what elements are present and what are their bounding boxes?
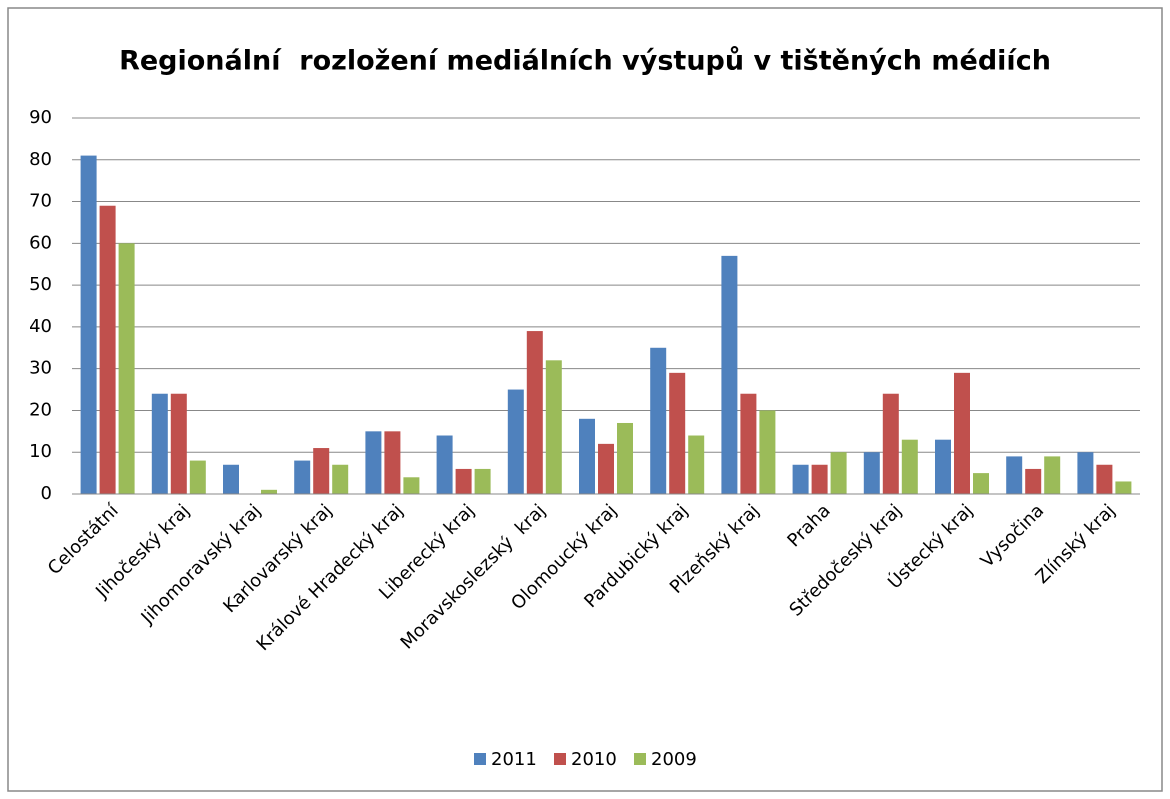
bar xyxy=(436,435,453,494)
bar xyxy=(688,435,705,494)
bar xyxy=(973,473,989,494)
y-tick-label: 80 xyxy=(29,149,52,170)
bar xyxy=(294,460,311,494)
bar xyxy=(650,347,667,494)
bar xyxy=(384,431,401,494)
bar xyxy=(882,393,899,494)
bar xyxy=(954,372,970,494)
bar xyxy=(474,468,491,494)
y-tick-label: 20 xyxy=(29,399,52,420)
bar xyxy=(759,410,776,494)
bar xyxy=(1077,452,1094,494)
bar xyxy=(1096,464,1113,494)
bar xyxy=(740,393,757,494)
y-tick-label: 30 xyxy=(29,358,52,379)
bar xyxy=(403,477,420,494)
legend-swatch xyxy=(554,753,566,765)
bar xyxy=(99,205,116,494)
bar xyxy=(332,464,349,494)
y-tick-label: 0 xyxy=(41,483,52,504)
bar xyxy=(545,360,562,494)
legend-label: 2009 xyxy=(651,749,697,770)
bar xyxy=(617,422,633,494)
bar xyxy=(863,452,880,494)
bar xyxy=(189,460,206,494)
bar xyxy=(901,439,918,494)
bar xyxy=(80,155,97,494)
y-tick-label: 40 xyxy=(29,316,52,337)
legend-label: 2010 xyxy=(571,749,617,770)
bar xyxy=(579,418,595,494)
legend-label: 2011 xyxy=(491,749,537,770)
bar xyxy=(1006,456,1023,494)
y-tick-label: 90 xyxy=(29,107,52,128)
y-tick-label: 50 xyxy=(29,274,52,295)
bar xyxy=(170,393,187,494)
bar xyxy=(313,448,330,494)
bar xyxy=(721,255,738,494)
bar xyxy=(365,431,382,494)
bar xyxy=(669,372,686,494)
bar xyxy=(526,331,543,494)
bar xyxy=(507,389,524,494)
y-tick-label: 10 xyxy=(29,441,52,462)
bar xyxy=(261,489,277,494)
bar xyxy=(1115,481,1132,494)
legend-swatch xyxy=(634,753,646,765)
bar xyxy=(811,464,828,494)
bar xyxy=(1025,468,1042,494)
y-tick-label: 60 xyxy=(29,232,52,253)
bar xyxy=(1044,456,1061,494)
bar xyxy=(223,464,239,494)
bar xyxy=(151,393,168,494)
bar xyxy=(598,443,614,494)
bar xyxy=(118,243,135,494)
chart-title: Regionální rozložení mediálních výstupů … xyxy=(119,46,1051,77)
legend-swatch xyxy=(474,753,486,765)
bar xyxy=(455,468,472,494)
bar xyxy=(792,464,809,494)
y-tick-label: 70 xyxy=(29,191,52,212)
bar xyxy=(935,439,951,494)
bar xyxy=(830,452,847,494)
